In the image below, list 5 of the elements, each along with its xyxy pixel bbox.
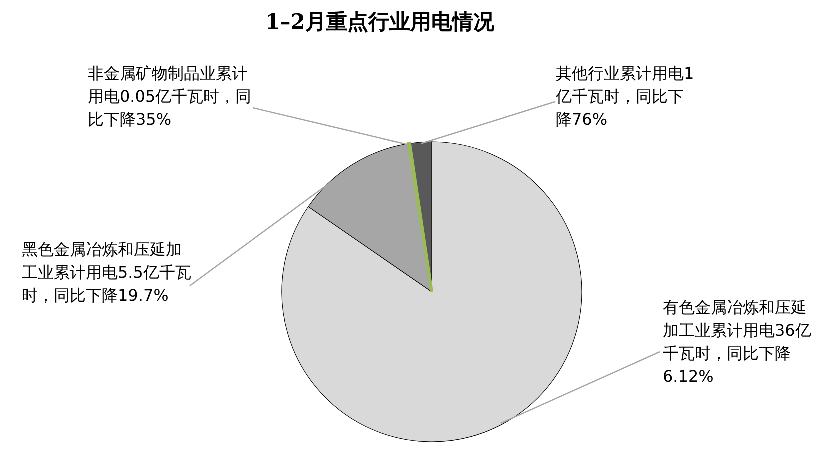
slice-label: 黑色金属冶炼和压延加工业累计用电5.5亿千瓦时，同比下降19.7% xyxy=(22,239,192,307)
slice-label: 其他行业累计用电1亿千瓦时，同比下降76% xyxy=(556,63,696,131)
slice-label: 非金属矿物制品业累计用电0.05亿千瓦时，同比下降35% xyxy=(88,63,253,131)
chart-title: 1–2月重点行业用电情况 xyxy=(264,8,496,36)
slice-label: 有色金属冶炼和压延加工业累计用电36亿千瓦时，同比下降6.12% xyxy=(663,297,812,388)
